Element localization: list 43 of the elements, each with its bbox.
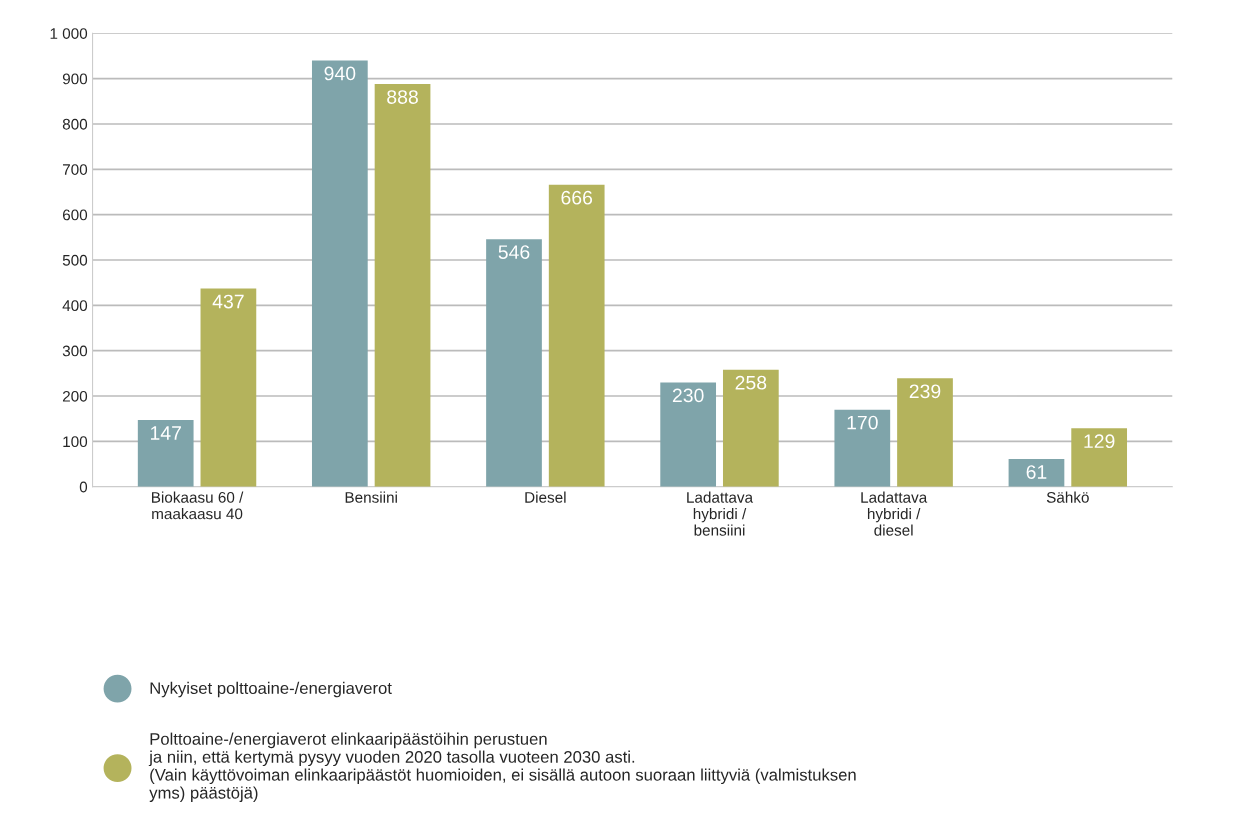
data-label: 61: [1026, 465, 1047, 479]
data-label: 170: [847, 415, 878, 430]
y-tick-label: 600: [62, 209, 88, 221]
data-label: 940: [324, 66, 356, 81]
x-tick-label: Bensiini: [345, 491, 397, 503]
bar: [486, 239, 542, 487]
data-label: 230: [672, 388, 704, 403]
data-label: 147: [150, 426, 181, 440]
legend-label: Nykyiset polttoaine-/energiaverot: [150, 681, 392, 698]
y-tick-label: 800: [62, 118, 88, 130]
x-tick-label: Diesel: [525, 491, 566, 503]
bar: [722, 369, 779, 487]
bar: [1071, 428, 1128, 487]
bar: [374, 84, 431, 487]
x-tick-label: Biokaasu 60 / maakaasu 40: [152, 491, 244, 520]
bar: [548, 184, 605, 487]
legend-label: Polttoaine-/energiaverot elinkaaripäästöihin perustuen ja niin, että kertymä pysyy vuoden 2020 tasolla vuoteen 2030 asti. (Vain käyttövoiman elinkaaripäästöt huomioiden, ei sisällä autoon suoraan liittyviä (valmistuksen yms) päästöjä): [148, 732, 856, 802]
y-tick-label: 700: [62, 164, 88, 175]
data-label: 258: [735, 375, 767, 390]
y-tick-label: 400: [62, 300, 88, 312]
x-tick-label: Ladattava hybridi / bensiini: [687, 491, 754, 536]
data-label: 239: [909, 384, 941, 399]
bar: [200, 288, 257, 487]
data-label: 129: [1084, 434, 1115, 449]
data-label: 888: [387, 90, 418, 104]
y-tick-label: 0: [79, 481, 88, 493]
y-tick-label: 900: [62, 73, 88, 85]
y-tick-label: 200: [62, 390, 88, 402]
y-tick-label: 1 000: [50, 28, 88, 39]
y-tick-label: 300: [62, 345, 88, 357]
data-label: 437: [212, 294, 244, 309]
data-label: 666: [561, 190, 593, 205]
bar: [834, 409, 891, 487]
bar: [311, 60, 368, 487]
bar: [1008, 459, 1065, 487]
x-tick-label: Sähkö: [1046, 491, 1089, 503]
y-tick-label: 100: [63, 436, 88, 448]
y-tick-label: 500: [62, 254, 88, 266]
bar: [137, 420, 194, 487]
x-tick-label: Ladattava hybridi / diesel: [861, 491, 928, 536]
data-label: 546: [498, 245, 530, 259]
bar: [897, 378, 953, 487]
bar: [660, 382, 717, 487]
